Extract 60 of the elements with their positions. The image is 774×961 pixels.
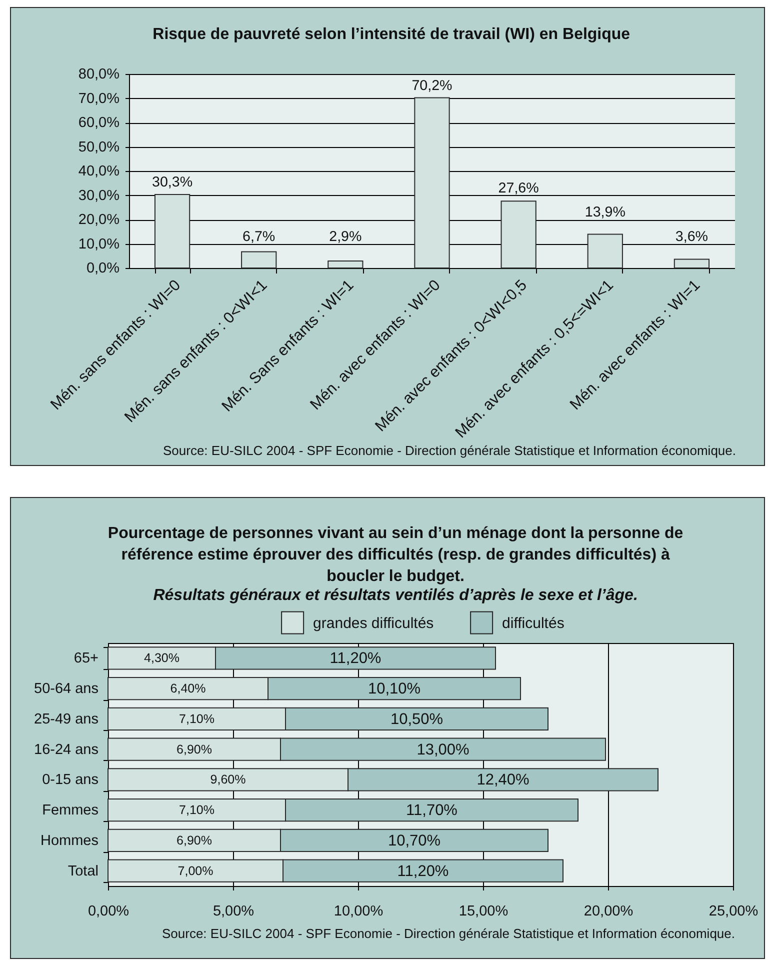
y-tick-label: Total (68, 863, 98, 880)
data-label: 10,70% (388, 832, 441, 850)
bar (241, 251, 277, 268)
data-label: 6,90% (176, 833, 212, 848)
y-tick-label: 20,0% (78, 212, 120, 228)
y-tick-label: 10,0% (78, 236, 120, 252)
source-note: Source: EU-SILC 2004 - SPF Economie - Direction générale Statistique et Information économique. (162, 926, 735, 941)
y-tick-label: 50,0% (78, 139, 120, 156)
data-label: 11,20% (330, 650, 382, 668)
y-tick-label: 0,0% (86, 260, 120, 276)
data-label: 2,9% (329, 228, 362, 245)
y-tick-label: 60,0% (78, 115, 120, 131)
data-label: 10,50% (390, 710, 444, 728)
data-label: 3,6% (675, 228, 708, 245)
bar (500, 200, 536, 268)
x-tick-label: 5,00% (212, 904, 254, 920)
data-label: 27,6% (498, 180, 540, 196)
bar (328, 260, 364, 268)
data-label: 13,00% (416, 741, 470, 758)
y-tick-label: 70,0% (78, 90, 120, 107)
y-tick-label: 80,0% (78, 66, 120, 82)
data-label: 70,2% (412, 78, 453, 94)
data-label: 6,40% (170, 682, 206, 696)
bar (414, 97, 450, 268)
data-label: 7,10% (179, 803, 214, 818)
bar (154, 194, 190, 268)
y-tick-label: 40,0% (78, 164, 120, 180)
data-label: 10,10% (368, 680, 421, 698)
data-label: 7,00% (178, 864, 214, 878)
chart-subtitle: Résultats généraux et résultats ventilés d’après le sexe et l’âge. (153, 587, 638, 604)
data-label: 6,90% (176, 742, 212, 756)
y-tick-label: Femmes (42, 802, 98, 819)
y-tick-label: 25-49 ans (34, 711, 98, 728)
source-note: Source: EU-SILC 2004 - SPF Economie - Direction générale Statistique et Information économique. (162, 443, 736, 458)
data-label: 12,40% (476, 772, 530, 789)
x-tick-label: 20,00% (584, 904, 634, 920)
x-tick-label: 15,00% (458, 904, 508, 920)
data-label: 4,30% (144, 651, 180, 666)
data-label: 6,7% (242, 228, 276, 245)
data-label: 13,9% (584, 204, 626, 220)
data-label: 30,3% (152, 174, 193, 191)
x-tick-label: 0,00% (88, 904, 130, 920)
data-label: 11,20% (397, 862, 449, 880)
legend-label: difficultés (502, 614, 564, 632)
legend-label: grandes difficultés (313, 614, 434, 632)
chart-title: Pourcentage de personnes vivant au sein d’un ménage dont la personne de référence estime éprouver des difficultés (resp. de grandes difficultés) à boucler le budget. (108, 525, 684, 585)
bar (674, 258, 710, 268)
y-tick-label: 65+ (74, 650, 98, 667)
data-label: 11,70% (406, 802, 458, 820)
y-tick-label: Hommes (40, 832, 98, 849)
data-label: 9,60% (210, 772, 246, 787)
data-label: 7,10% (179, 712, 214, 726)
y-tick-label: 30,0% (78, 188, 120, 204)
bar (587, 234, 623, 268)
y-tick-label: 16-24 ans (34, 742, 98, 758)
y-tick-label: 0-15 ans (42, 772, 98, 788)
y-tick-label: 50-64 ans (34, 681, 98, 698)
x-tick-label: 10,00% (334, 904, 384, 920)
x-tick-label: 25,00% (708, 904, 758, 920)
chart-title: Risque de pauvreté selon l’intensité de travail (WI) en Belgique (152, 26, 630, 43)
